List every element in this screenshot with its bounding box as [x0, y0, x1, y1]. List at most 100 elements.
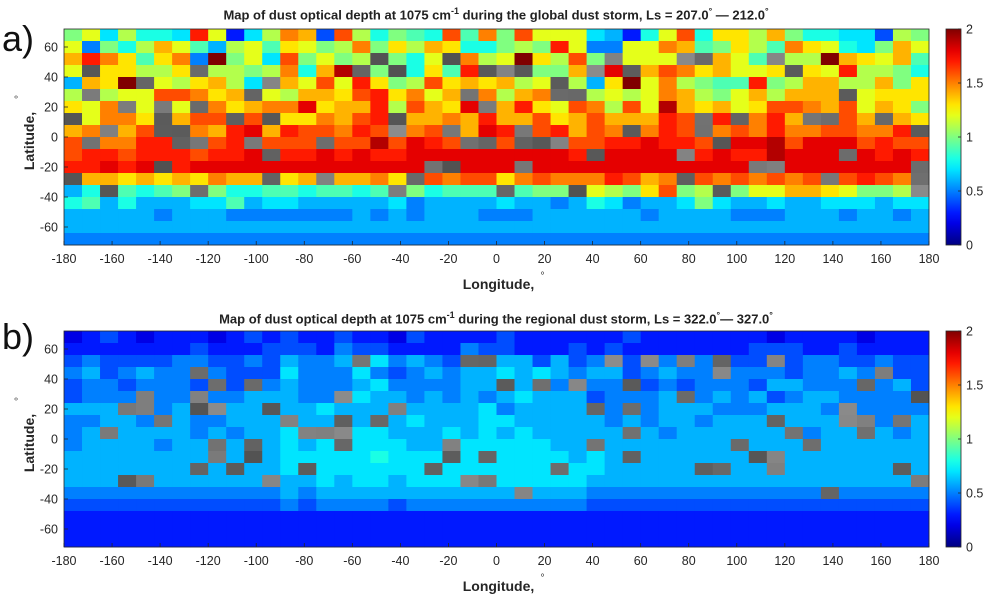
heatmap-cell	[100, 379, 119, 392]
heatmap-cell	[82, 77, 101, 90]
heatmap-cell	[568, 161, 587, 174]
heatmap-cell	[514, 101, 533, 114]
heatmap-cell	[856, 343, 876, 356]
heatmap-cell	[316, 53, 335, 66]
heatmap-cell	[604, 53, 624, 66]
heatmap-cell	[532, 343, 551, 356]
heatmap-cell	[550, 113, 569, 126]
heatmap-cell	[568, 439, 587, 452]
heatmap-cell	[226, 209, 245, 222]
heatmap-cell	[118, 403, 137, 416]
heatmap-cell	[910, 499, 930, 512]
heatmap-cell	[658, 209, 678, 222]
heatmap-cell	[568, 41, 587, 54]
heatmap-cell	[136, 65, 155, 78]
heatmap-cell	[730, 53, 750, 66]
heatmap-cell	[586, 125, 606, 138]
heatmap-cell	[838, 391, 858, 404]
heatmap-cell	[766, 53, 786, 66]
heatmap-cell	[478, 427, 497, 440]
heatmap-cell	[892, 331, 912, 344]
heatmap-cell	[154, 101, 173, 114]
heatmap-cell	[586, 331, 606, 344]
heatmap-cell	[784, 221, 804, 234]
y-tick-label: -40	[40, 191, 58, 205]
heatmap-cell	[100, 427, 119, 440]
heatmap-cell	[748, 343, 768, 356]
heatmap-cell	[118, 161, 137, 174]
heatmap-cell	[820, 355, 840, 368]
heatmap-cell	[478, 367, 497, 380]
heatmap-cell	[784, 41, 804, 54]
heatmap-cell	[316, 379, 335, 392]
heatmap-cell	[172, 403, 191, 416]
heatmap-cell	[388, 379, 407, 392]
heatmap-cell	[154, 173, 173, 186]
heatmap-cell	[802, 535, 822, 548]
heatmap-cell	[874, 439, 894, 452]
heatmap-cell	[568, 391, 587, 404]
heatmap-cell	[496, 511, 515, 524]
heatmap-cell	[208, 511, 227, 524]
heatmap-cell	[658, 29, 678, 42]
heatmap-cell	[352, 53, 371, 66]
heatmap-cell	[244, 463, 263, 476]
heatmap-cell	[136, 185, 155, 198]
heatmap-cell	[442, 499, 461, 512]
heatmap-cell	[784, 161, 804, 174]
heatmap-cell	[352, 439, 371, 452]
heatmap-cell	[910, 77, 930, 90]
heatmap-cell	[334, 487, 353, 500]
heatmap-cell	[730, 65, 750, 78]
heatmap-cell	[532, 427, 551, 440]
heatmap-cell	[748, 451, 768, 464]
heatmap-cell	[604, 197, 624, 210]
heatmap-cell	[766, 463, 786, 476]
heatmap-cell	[100, 29, 119, 42]
heatmap-cell	[622, 209, 642, 222]
heatmap-cell	[622, 185, 642, 198]
heatmap-cell	[658, 185, 678, 198]
heatmap-cell	[568, 403, 587, 416]
heatmap-cell	[532, 523, 551, 536]
heatmap-cell	[460, 511, 479, 524]
heatmap-cell	[82, 101, 101, 114]
heatmap-cell	[856, 101, 876, 114]
heatmap-cell	[298, 451, 317, 464]
heatmap-cell	[460, 209, 479, 222]
heatmap-cell	[478, 101, 497, 114]
heatmap-cell	[622, 487, 642, 500]
heatmap-cell	[622, 535, 642, 548]
heatmap-cell	[424, 487, 443, 500]
heatmap-cell	[874, 197, 894, 210]
heatmap-cell	[424, 149, 443, 162]
heatmap-cell	[406, 343, 425, 356]
heatmap-cell	[190, 29, 209, 42]
heatmap-cell	[856, 161, 876, 174]
heatmap-cell	[712, 53, 732, 66]
heatmap-cell	[172, 89, 191, 102]
heatmap-cell	[334, 113, 353, 126]
heatmap-cell	[442, 113, 461, 126]
heatmap-cell	[532, 149, 551, 162]
heatmap-cell	[748, 439, 768, 452]
heatmap-cell	[154, 415, 173, 428]
heatmap-cell	[406, 415, 425, 428]
heatmap-cell	[856, 233, 876, 246]
heatmap-cell	[694, 125, 714, 138]
x-tick-label: -120	[196, 252, 221, 266]
heatmap-cell	[190, 101, 209, 114]
heatmap-cell	[82, 403, 101, 416]
heatmap-cell	[100, 367, 119, 380]
heatmap-cell	[388, 463, 407, 476]
x-axis-label: Longitude,	[463, 578, 535, 594]
heatmap-cell	[352, 403, 371, 416]
heatmap-cell	[550, 379, 569, 392]
heatmap-cell	[496, 439, 515, 452]
heatmap-cell	[226, 499, 245, 512]
heatmap-cell	[478, 415, 497, 428]
heatmap-cell	[352, 29, 371, 42]
x-tick-label: 160	[871, 554, 892, 568]
heatmap-cell	[550, 65, 569, 78]
heatmap-cell	[532, 535, 551, 548]
